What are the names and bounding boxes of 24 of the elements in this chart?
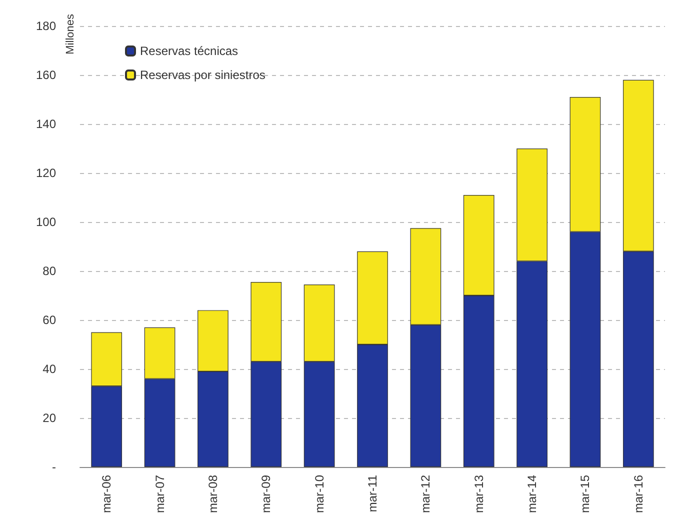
x-tick-label: mar-09 xyxy=(259,474,274,514)
y-tick-label: 80 xyxy=(42,264,56,278)
y-tick-label: 40 xyxy=(42,362,56,376)
x-tick-label: mar-07 xyxy=(152,474,167,514)
x-tick-label: mar-14 xyxy=(525,474,540,514)
legend-label: Reservas técnicas xyxy=(140,44,238,58)
y-tick-label: 100 xyxy=(36,215,56,229)
y-tick-label: 60 xyxy=(42,313,56,327)
x-tick-label: mar-12 xyxy=(418,474,433,514)
y-tick-label: - xyxy=(52,460,56,474)
y-tick-label: 160 xyxy=(36,68,56,82)
y-tick-label: 20 xyxy=(42,411,56,425)
x-tick-label: mar-15 xyxy=(578,474,592,514)
x-tick-label: mar-16 xyxy=(631,474,646,514)
y-tick-label: 140 xyxy=(36,117,56,131)
y-tick-label: 180 xyxy=(36,19,56,33)
x-tick-label: mar-06 xyxy=(100,474,114,514)
x-tick-label: mar-08 xyxy=(206,474,220,514)
x-tick-label: mar-11 xyxy=(366,474,380,512)
y-axis-title: Millones xyxy=(64,14,76,54)
y-tick-label: 120 xyxy=(36,166,56,180)
x-tick-label: mar-10 xyxy=(312,474,326,514)
x-tick-label: mar-13 xyxy=(472,474,486,514)
legend-label: Reservas por siniestros xyxy=(140,68,266,82)
